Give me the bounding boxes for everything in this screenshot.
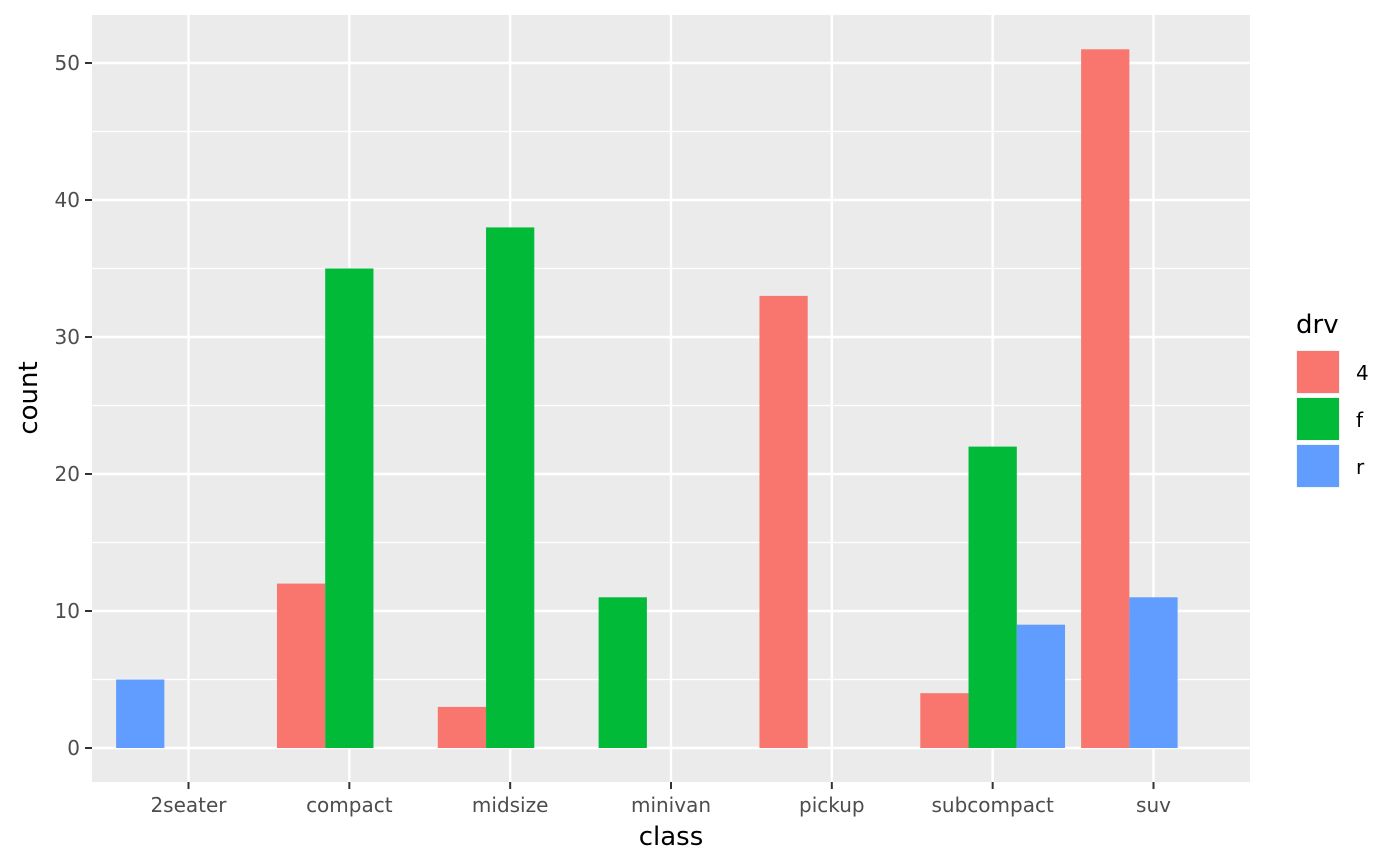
x-tick-label: midsize <box>472 793 549 817</box>
legend: drv 4 fr <box>1296 310 1369 488</box>
y-tick-label: 20 <box>55 462 80 486</box>
x-tick-label: suv <box>1136 793 1171 817</box>
x-tick-label: 2seater <box>150 793 227 817</box>
bar-midsize-f <box>486 227 535 748</box>
x-tick-label: subcompact <box>932 793 1054 817</box>
bar-suv-r <box>1129 597 1178 748</box>
bar-subcompact-r <box>1016 624 1066 748</box>
legend-label-r: r <box>1356 455 1365 479</box>
y-tick-label: 40 <box>55 188 80 212</box>
legend-label-4: 4 <box>1356 361 1369 385</box>
legend-title: drv <box>1296 310 1339 340</box>
legend-label-f: f <box>1356 408 1364 432</box>
bar-minivan-f <box>598 597 647 748</box>
bar-subcompact-f <box>968 446 1017 748</box>
bar-compact-4 <box>276 583 326 748</box>
y-tick-label: 0 <box>67 736 80 760</box>
legend-key-f <box>1297 398 1339 440</box>
x-tick-label: minivan <box>631 793 711 817</box>
x-axis-title: class <box>639 822 704 852</box>
y-axis: 0 10 20 30 40 50 <box>55 51 92 760</box>
legend-key-4 <box>1297 351 1339 393</box>
x-tick-label: pickup <box>799 793 865 817</box>
bar-midsize-4 <box>437 706 487 748</box>
x-tick-label: compact <box>306 793 393 817</box>
y-tick-label: 10 <box>55 599 80 623</box>
bar-compact-f <box>325 268 374 748</box>
bar-subcompact-4 <box>920 693 969 748</box>
bar-pickup-4 <box>759 295 808 748</box>
bar-suv-4 <box>1081 49 1130 749</box>
legend-key-r <box>1297 445 1339 487</box>
y-tick-label: 30 <box>55 325 80 349</box>
y-tick-label: 50 <box>55 51 80 75</box>
bar-2seater-r <box>116 679 165 748</box>
x-axis: 2seater compact midsize minivan pickup subcom… <box>150 782 1171 817</box>
y-axis-title: count <box>14 361 44 434</box>
bars <box>116 49 1178 749</box>
